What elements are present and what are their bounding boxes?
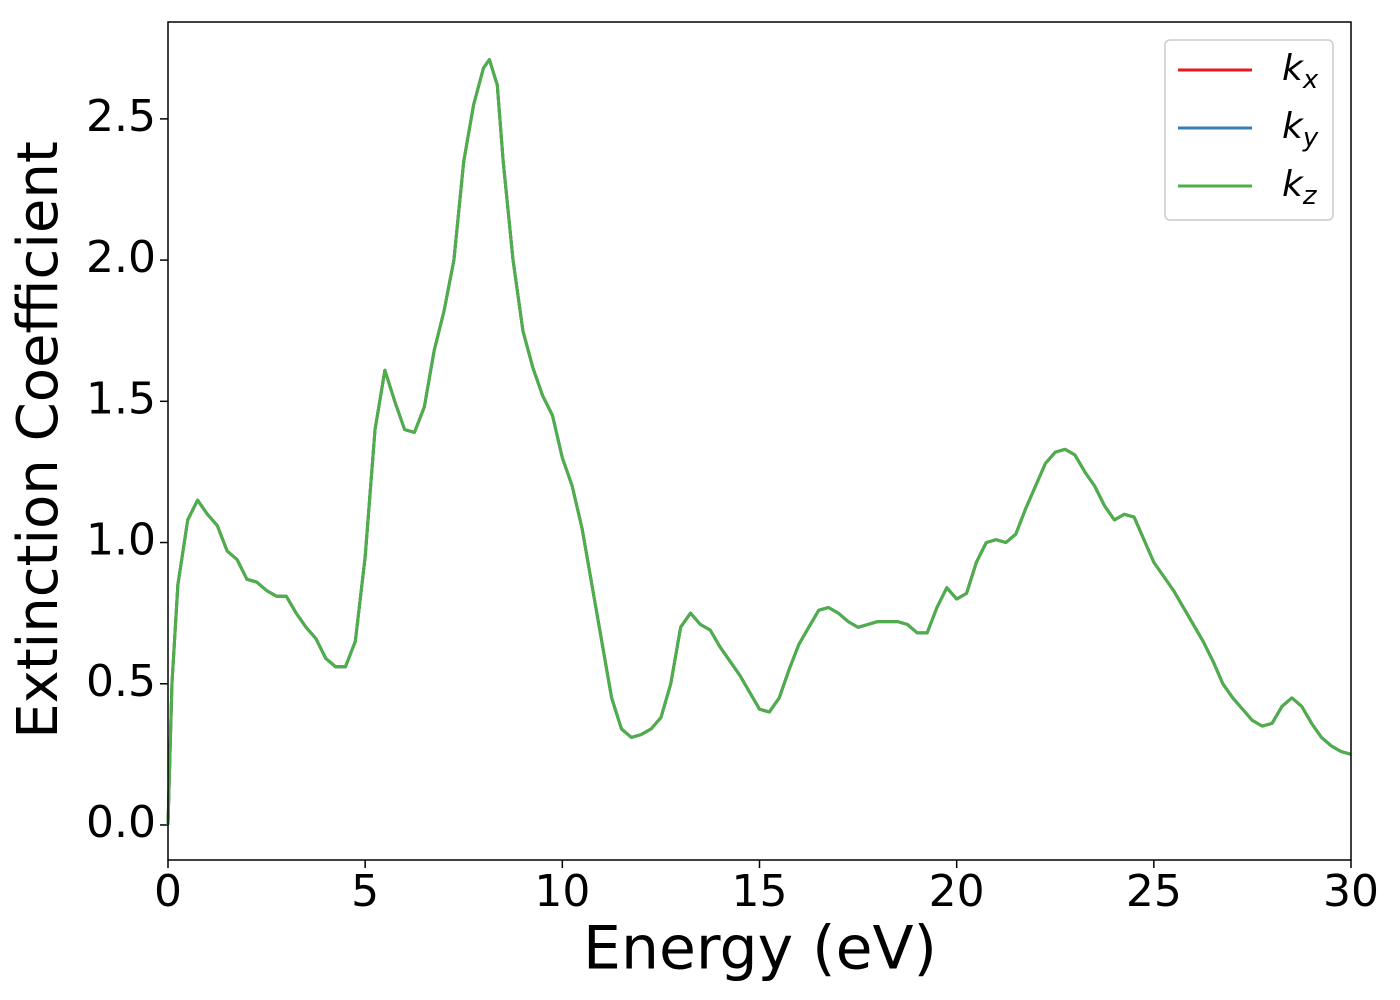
data-line [166, 58, 1352, 826]
legend-label: kx [1282, 48, 1319, 95]
legend-box [1164, 39, 1334, 221]
y-tick-label: 1.0 [86, 515, 156, 566]
y-axis-label: Extinction Coefficient [6, 141, 71, 739]
x-tick-label: 30 [1323, 866, 1379, 917]
x-axis-label: Energy (eV) [583, 914, 937, 984]
x-tick-label: 25 [1126, 866, 1182, 917]
x-tick-label: 10 [534, 866, 590, 917]
y-tick-label: 1.5 [86, 373, 156, 424]
x-tick-label: 15 [732, 866, 788, 917]
y-tick-label: 0.0 [86, 797, 156, 848]
x-tick-label: 20 [929, 866, 985, 917]
plot-frame [167, 21, 1352, 861]
y-tick-label: 2.0 [86, 232, 156, 283]
y-tick-label: 2.5 [86, 91, 156, 142]
x-tick-label: 5 [351, 866, 379, 917]
legend-label: kz [1282, 164, 1318, 211]
x-tick-label: 0 [154, 866, 182, 917]
y-tick-label: 0.5 [86, 656, 156, 707]
legend-label: ky [1282, 106, 1319, 153]
